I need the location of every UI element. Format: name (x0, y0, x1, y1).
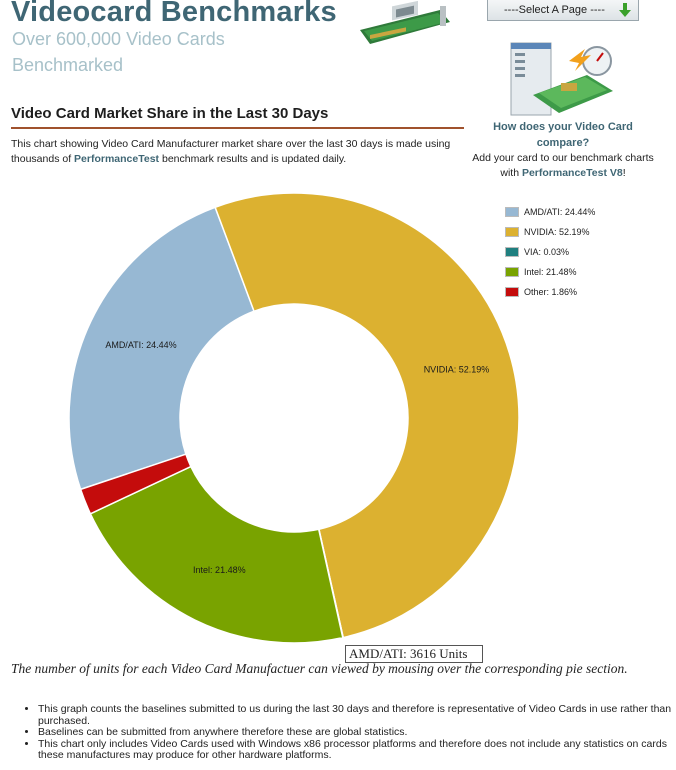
slice-label: Intel: 21.48% (193, 565, 246, 575)
videocard-image (360, 0, 450, 44)
legend-swatch (505, 227, 519, 237)
site-subtitle: Over 600,000 Video Cards Benchmarked (12, 29, 225, 75)
promo-text-before: Add your card to our benchmark charts wi… (472, 152, 654, 179)
slice-label: AMD/ATI: 24.44% (105, 340, 176, 350)
legend-label: VIA: 0.03% (524, 247, 570, 257)
legend-label: NVIDIA: 52.19% (524, 227, 590, 237)
chart-note: The number of units for each Video Card … (11, 661, 628, 676)
legend-swatch (505, 287, 519, 297)
benchmark-promo-image[interactable] (509, 37, 619, 121)
section-heading: Video Card Market Share in the Last 30 D… (11, 104, 464, 129)
legend-item: Other: 1.86% (505, 282, 595, 302)
list-item: This chart only includes Video Cards use… (38, 738, 674, 762)
legend-swatch (505, 247, 519, 257)
arrow-down-icon (619, 3, 631, 17)
compare-link[interactable]: How does your Video Card compare? (493, 121, 633, 149)
legend-swatch (505, 207, 519, 217)
legend-item: AMD/ATI: 24.44% (505, 202, 595, 222)
legend-item: VIA: 0.03% (505, 242, 595, 262)
list-item: This graph counts the baselines submitte… (38, 703, 674, 727)
pie-slice-intel[interactable] (89, 465, 344, 644)
intro-text-after: benchmark results and is updated daily. (159, 153, 347, 165)
legend-item: Intel: 21.48% (505, 262, 595, 282)
pie-slice-nvidia[interactable] (214, 192, 520, 639)
intro-text: This chart showing Video Card Manufactur… (11, 137, 467, 167)
legend-label: Other: 1.86% (524, 287, 578, 297)
legend-swatch (505, 267, 519, 277)
slice-label: NVIDIA: 52.19% (424, 365, 490, 375)
performancetest-link[interactable]: PerformanceTest (74, 153, 160, 165)
performancetest-v8-link[interactable]: PerformanceTest V8 (521, 167, 623, 179)
pie-slice-other[interactable] (79, 453, 192, 515)
legend-label: AMD/ATI: 24.44% (524, 207, 596, 217)
pie-slice-amd-ati[interactable] (68, 206, 256, 491)
market-share-chart: AMD/ATI: 24.44% NVIDIA: 52.19% Intel: 21.4… (68, 192, 520, 644)
promo-text-after: ! (622, 167, 626, 179)
legend-item: NVIDIA: 52.19% (505, 222, 595, 242)
site-title: Videocard Benchmarks (11, 0, 337, 28)
facts-list: This graph counts the baselines submitte… (24, 703, 674, 762)
page-select-label: ----Select A Page ---- (504, 4, 605, 16)
legend-label: Intel: 21.48% (524, 267, 577, 277)
list-item: Baselines can be submitted from anywhere… (38, 726, 674, 739)
promo-text: Add your card to our benchmark charts wi… (472, 151, 654, 181)
intro-text-before: This chart showing Video Card Manufactur… (11, 138, 451, 165)
page-select-dropdown[interactable]: ----Select A Page ---- (487, 0, 639, 21)
chart-legend: AMD/ATI: 24.44% NVIDIA: 52.19% VIA: 0.03% I… (505, 202, 595, 302)
chart-tooltip: AMD/ATI: 3616 Units (345, 645, 483, 663)
